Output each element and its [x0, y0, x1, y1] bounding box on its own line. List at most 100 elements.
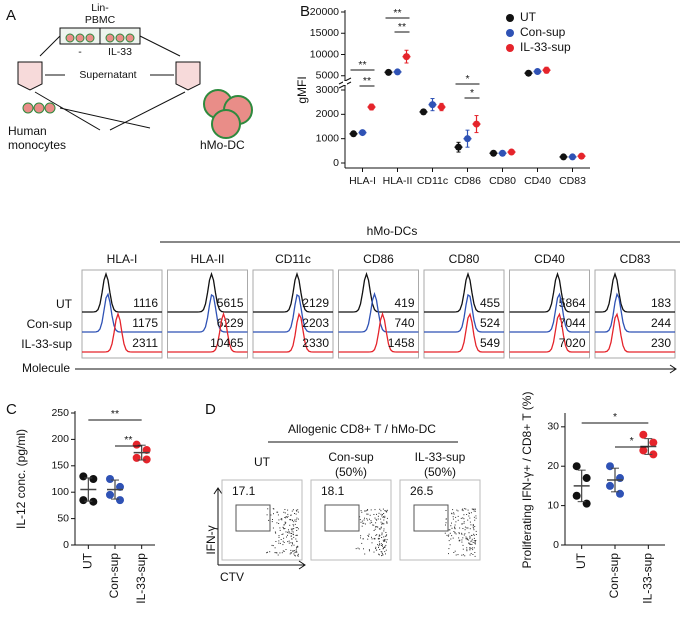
event-dot	[386, 522, 388, 524]
event-dot	[355, 548, 357, 550]
event-dot	[370, 509, 372, 511]
event-dot	[268, 519, 270, 521]
event-dot	[376, 526, 378, 528]
event-dot	[385, 549, 387, 551]
row-label: Con-sup	[27, 317, 73, 331]
event-dot	[466, 547, 468, 549]
y-tick-label: 0	[63, 539, 69, 551]
event-dot	[290, 514, 292, 516]
event-dot	[286, 517, 288, 518]
event-dot	[380, 545, 382, 546]
event-dot	[462, 528, 464, 529]
event-dot	[382, 539, 384, 541]
event-dot	[383, 547, 385, 548]
hist-value: 740	[394, 316, 414, 330]
dot	[578, 152, 585, 160]
event-dot	[461, 523, 463, 525]
event-dot	[385, 535, 387, 537]
event-dot	[296, 527, 298, 528]
event-dot	[282, 540, 284, 542]
sig-label: *	[613, 411, 617, 423]
event-dot	[373, 551, 375, 553]
event-dot	[358, 548, 360, 550]
dot	[639, 430, 648, 439]
event-dot	[266, 552, 268, 554]
x-tick-label: IL-33-sup	[641, 553, 655, 604]
event-dot	[293, 553, 295, 555]
event-dot	[291, 545, 293, 547]
event-dot	[450, 525, 452, 527]
event-dot	[361, 511, 363, 513]
event-dot	[455, 521, 457, 523]
event-dot	[375, 526, 377, 527]
event-dot	[386, 534, 388, 536]
event-dot	[380, 513, 382, 515]
y-tick-label: 50	[57, 512, 69, 524]
event-dot	[448, 540, 450, 542]
event-dot	[470, 524, 472, 526]
event-dot	[469, 517, 471, 519]
event-dot	[277, 511, 279, 513]
y-tick-label: 15000	[310, 27, 339, 39]
event-dot	[371, 542, 373, 544]
event-dot	[383, 523, 385, 525]
event-dot	[279, 529, 281, 531]
arrow	[213, 487, 306, 570]
event-dot	[455, 516, 457, 518]
dot	[403, 53, 410, 61]
event-dot	[275, 532, 277, 534]
x-tick-label: CD86	[454, 175, 481, 187]
event-dot	[463, 534, 465, 536]
event-dot	[272, 519, 273, 520]
event-dot	[280, 539, 282, 540]
event-dot	[386, 517, 388, 519]
dot	[560, 153, 567, 161]
event-dot	[363, 548, 364, 550]
event-dot	[379, 538, 380, 540]
event-dot	[374, 537, 376, 539]
y-axis-label: gMFI	[295, 76, 309, 103]
event-dot	[368, 549, 370, 551]
hist-value: 549	[480, 336, 500, 350]
dot	[132, 440, 141, 449]
event-dot	[386, 541, 387, 543]
histogram-curve	[253, 293, 333, 333]
event-dot	[383, 519, 385, 521]
sig-label: **	[124, 434, 132, 446]
event-dot	[384, 539, 386, 541]
label: IL-33	[108, 46, 132, 58]
event-dot	[359, 519, 361, 521]
legend-marker	[506, 44, 514, 52]
event-dot	[452, 518, 454, 520]
column-label: UT	[254, 455, 271, 469]
event-dot	[375, 546, 377, 548]
event-dot	[283, 550, 285, 552]
event-dot	[279, 527, 281, 529]
hist-frame	[252, 269, 334, 359]
event-dot	[290, 528, 292, 530]
dot	[132, 453, 141, 462]
event-dot	[296, 530, 298, 531]
event-dot	[457, 510, 459, 512]
event-dot	[273, 513, 274, 515]
event-dot	[385, 510, 387, 512]
histogram-curve	[509, 292, 590, 333]
event-dot	[282, 550, 284, 552]
event-dot	[290, 542, 292, 544]
event-dot	[366, 513, 368, 515]
dot	[582, 474, 591, 483]
sig-label: **	[393, 7, 401, 19]
sig-label: **	[398, 21, 406, 33]
event-dot	[288, 531, 290, 533]
event-dot	[287, 509, 289, 511]
event-dot	[288, 542, 290, 544]
event-dot	[447, 535, 449, 537]
event-dot	[293, 550, 295, 552]
histogram-curve	[509, 312, 590, 353]
event-dot	[461, 541, 463, 543]
event-dot	[287, 513, 289, 515]
event-dot	[379, 528, 381, 530]
event-dot	[380, 551, 382, 553]
event-dot	[287, 534, 288, 536]
event-dot	[362, 538, 364, 540]
